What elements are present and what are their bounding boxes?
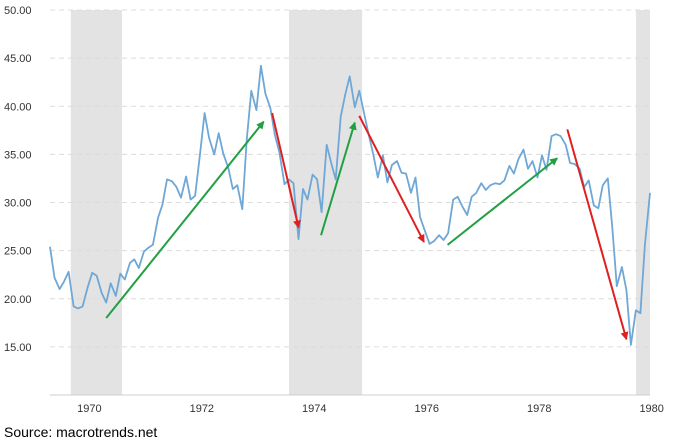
y-tick-label: 15.00 [4,342,32,354]
source-caption: Source: macrotrends.net [4,424,158,440]
x-tick-label: 1972 [190,403,214,415]
x-axis-ticks: 1970 1972 1974 1976 1978 1980 [77,403,664,415]
x-tick-label: 1970 [77,403,101,415]
gridlines [50,9,650,348]
trend-arrow-3 [358,115,425,243]
y-tick-label: 35.00 [4,149,32,161]
series-layer [49,64,651,346]
series-line-0 [49,64,651,346]
y-tick-label: 30.00 [4,198,32,210]
trend-arrow-2 [320,121,357,236]
trend-arrow-0 [105,120,265,319]
y-tick-label: 40.00 [4,101,32,113]
trend-arrow-5 [566,129,629,341]
trend-arrow-1 [271,112,301,229]
y-axis-ticks: 15.00 20.00 25.00 30.00 35.00 40.00 45.00 50.00 [4,5,32,354]
x-tick-label: 1978 [527,403,551,415]
y-tick-label: 45.00 [4,53,32,65]
x-tick-label: 1974 [302,403,326,415]
y-tick-label: 20.00 [4,294,32,306]
y-tick-label: 25.00 [4,246,32,258]
x-tick-label: 1980 [639,403,663,415]
trend-arrow-4 [446,157,559,246]
line-chart: 15.00 20.00 25.00 30.00 35.00 40.00 45.00 50.00… [4,5,664,415]
y-tick-label: 50.00 [4,5,32,17]
trend-arrows [105,112,629,341]
x-tick-label: 1976 [415,403,439,415]
